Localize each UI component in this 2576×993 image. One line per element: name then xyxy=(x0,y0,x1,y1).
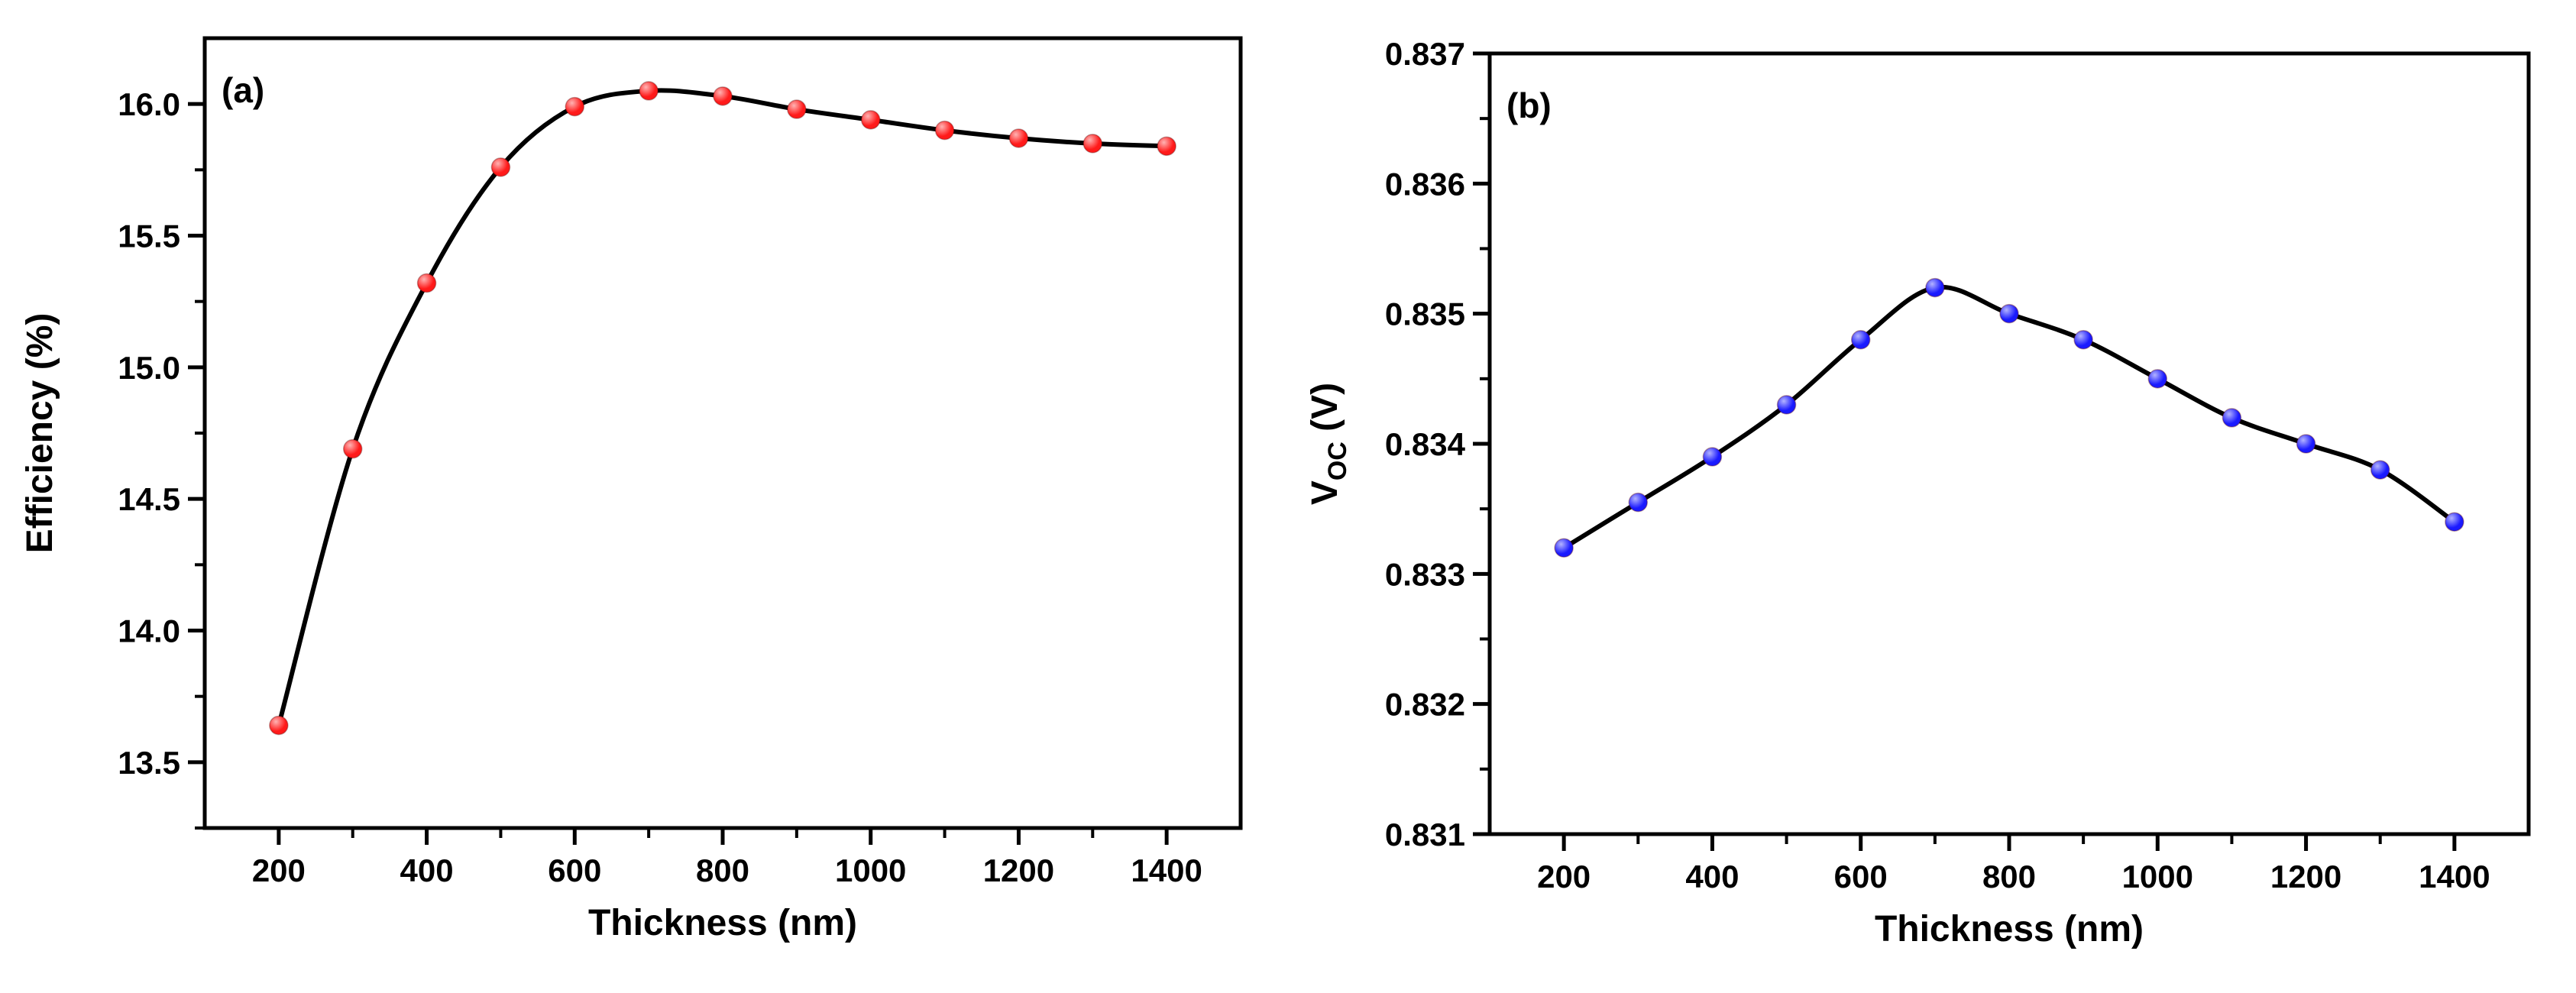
data-point xyxy=(2370,460,2390,480)
chart-panel-a: (a) Thickness (nm) Efficiency (%) 200 400… xyxy=(20,36,1243,943)
x-tick-label: 1200 xyxy=(2270,859,2341,894)
data-point xyxy=(1925,277,1945,298)
data-point xyxy=(1999,303,2019,324)
data-point xyxy=(1776,395,1797,415)
y-axis-title-main: V xyxy=(1305,480,1345,505)
data-point xyxy=(2222,408,2242,428)
y-tick-label: 0.832 xyxy=(1385,687,1465,723)
y-tick-label: 14.5 xyxy=(118,481,180,517)
series-line xyxy=(276,88,1167,726)
x-axis-title: Thickness (nm) xyxy=(588,903,857,943)
x-tick-label: 1000 xyxy=(2122,859,2193,894)
x-tick-label: 800 xyxy=(696,852,749,888)
x-tick-label: 600 xyxy=(1834,859,1888,894)
y-tick-label: 15.5 xyxy=(118,218,180,254)
x-tick-label: 200 xyxy=(1537,859,1591,894)
y-axis-title-unit: (V) xyxy=(1305,383,1345,442)
y-tick-label: 13.5 xyxy=(118,745,180,781)
x-tick-label: 1000 xyxy=(835,852,906,888)
y-tick-label: 14.0 xyxy=(118,613,180,649)
data-point xyxy=(416,273,437,293)
x-axis-title: Thickness (nm) xyxy=(1875,909,2144,949)
data-point xyxy=(2296,434,2316,454)
y-tick-label: 0.833 xyxy=(1385,556,1465,592)
data-point xyxy=(787,99,807,119)
data-point xyxy=(269,715,289,736)
y-tick-label: 15.0 xyxy=(118,350,180,386)
x-tick-label: 400 xyxy=(1685,859,1739,894)
x-tick-label: 600 xyxy=(548,852,601,888)
x-tick-label: 800 xyxy=(1982,859,2036,894)
x-tick-label: 200 xyxy=(252,852,306,888)
x-tick-label: 1200 xyxy=(983,852,1054,888)
data-point xyxy=(1008,128,1029,148)
panel-label-b: (b) xyxy=(1506,86,1552,125)
data-point xyxy=(860,110,881,130)
y-tick-label: 0.834 xyxy=(1385,426,1466,462)
data-point xyxy=(1554,538,1574,558)
y-tick-label: 0.837 xyxy=(1385,36,1465,72)
data-point xyxy=(2445,512,2464,532)
data-point xyxy=(713,86,733,106)
x-tick-label: 1400 xyxy=(2419,859,2490,894)
panel-label-a: (a) xyxy=(222,70,264,110)
x-tick-label: 1400 xyxy=(1131,852,1202,888)
series-line xyxy=(1562,284,2456,550)
y-tick-label: 0.835 xyxy=(1385,296,1465,332)
chart-panel-b: (b) Thickness (nm) VOC (V) 200 400 600 800 1… xyxy=(1305,36,2531,949)
plot-frame xyxy=(1487,51,2531,836)
data-point xyxy=(1157,136,1176,157)
y-tick-label: 0.836 xyxy=(1385,166,1465,202)
data-point xyxy=(565,96,585,117)
data-point xyxy=(342,438,363,459)
data-point xyxy=(1628,492,1649,513)
data-point xyxy=(490,157,511,177)
y-axis-title: VOC (V) xyxy=(1305,383,1352,505)
data-point xyxy=(1083,134,1103,154)
y-axis-title: Efficiency (%) xyxy=(20,313,60,554)
x-tick-label: 400 xyxy=(400,852,454,888)
y-tick-label: 16.0 xyxy=(118,86,180,122)
y-tick-label: 0.831 xyxy=(1385,817,1465,852)
data-point xyxy=(2073,329,2093,350)
data-point xyxy=(1702,447,1723,467)
data-point xyxy=(639,81,659,101)
data-point xyxy=(934,120,955,141)
data-point xyxy=(1850,329,1871,350)
y-axis-title-subscript: OC xyxy=(1323,442,1352,480)
data-point xyxy=(2147,369,2168,389)
